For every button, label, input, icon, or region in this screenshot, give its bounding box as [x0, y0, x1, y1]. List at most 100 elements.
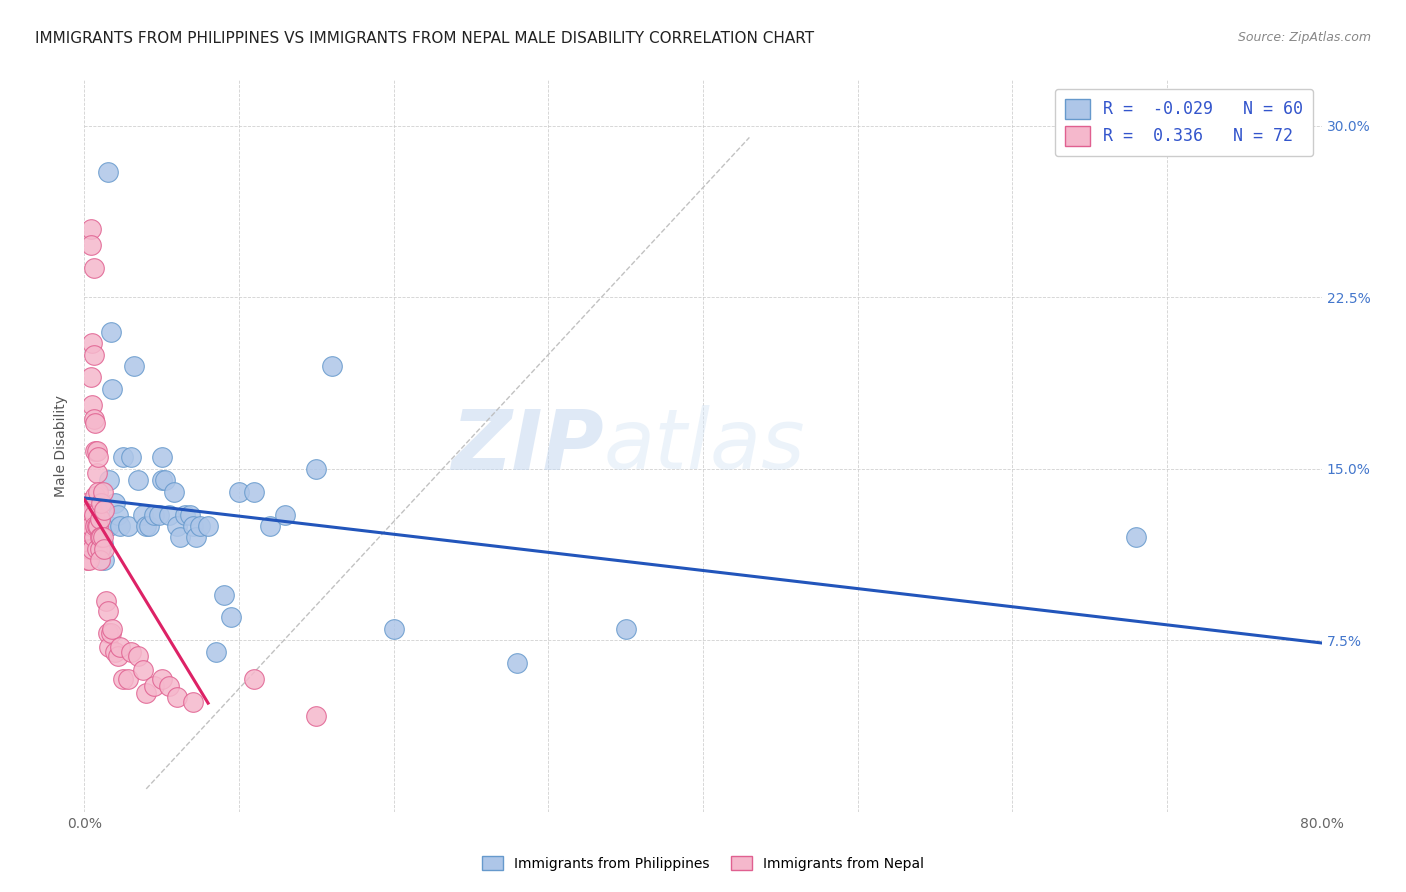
- Point: [83, 508, 105, 522]
- Point: [77, 519, 100, 533]
- Point: [243, 484, 266, 499]
- Point: [77, 512, 100, 526]
- Point: [91, 530, 114, 544]
- Point: [108, 519, 131, 533]
- Point: [153, 473, 176, 487]
- Point: [100, 626, 122, 640]
- Point: [228, 484, 250, 499]
- Point: [181, 519, 204, 533]
- Point: [506, 656, 529, 670]
- Point: [188, 519, 212, 533]
- Point: [75, 530, 97, 544]
- Point: [82, 398, 104, 412]
- Point: [76, 508, 98, 522]
- Point: [87, 450, 110, 465]
- Point: [143, 679, 166, 693]
- Point: [89, 530, 111, 544]
- Point: [181, 695, 204, 709]
- Point: [75, 512, 97, 526]
- Point: [120, 645, 142, 659]
- Point: [76, 508, 98, 522]
- Point: [90, 530, 112, 544]
- Text: IMMIGRANTS FROM PHILIPPINES VS IMMIGRANTS FROM NEPAL MALE DISABILITY CORRELATION: IMMIGRANTS FROM PHILIPPINES VS IMMIGRANT…: [35, 31, 814, 46]
- Point: [97, 626, 120, 640]
- Point: [84, 519, 107, 533]
- Point: [274, 508, 297, 522]
- Point: [84, 416, 107, 430]
- Point: [83, 530, 105, 544]
- Point: [76, 541, 98, 556]
- Point: [120, 450, 142, 465]
- Point: [91, 537, 114, 551]
- Point: [86, 519, 108, 533]
- Point: [179, 508, 201, 522]
- Point: [79, 519, 101, 533]
- Point: [75, 519, 97, 533]
- Point: [101, 622, 124, 636]
- Point: [305, 462, 328, 476]
- Point: [150, 672, 173, 686]
- Point: [138, 519, 160, 533]
- Y-axis label: Male Disability: Male Disability: [55, 395, 69, 497]
- Point: [75, 496, 97, 510]
- Point: [86, 443, 108, 458]
- Point: [77, 530, 100, 544]
- Point: [107, 508, 129, 522]
- Point: [174, 508, 197, 522]
- Point: [89, 496, 111, 510]
- Point: [77, 512, 100, 526]
- Point: [122, 359, 145, 373]
- Point: [197, 519, 219, 533]
- Point: [169, 530, 191, 544]
- Point: [77, 541, 100, 556]
- Point: [159, 679, 181, 693]
- Point: [166, 519, 188, 533]
- Point: [184, 530, 207, 544]
- Point: [117, 672, 139, 686]
- Point: [93, 503, 115, 517]
- Point: [83, 541, 105, 556]
- Point: [79, 508, 101, 522]
- Point: [79, 238, 101, 252]
- Point: [108, 640, 131, 655]
- Point: [89, 512, 111, 526]
- Point: [79, 222, 101, 236]
- Point: [305, 708, 328, 723]
- Legend: Immigrants from Philippines, Immigrants from Nepal: Immigrants from Philippines, Immigrants …: [477, 850, 929, 876]
- Point: [86, 519, 108, 533]
- Point: [1125, 530, 1147, 544]
- Point: [132, 508, 155, 522]
- Point: [107, 649, 129, 664]
- Point: [98, 640, 121, 655]
- Point: [82, 503, 104, 517]
- Text: atlas: atlas: [605, 406, 806, 486]
- Point: [150, 473, 173, 487]
- Point: [83, 260, 105, 275]
- Point: [104, 645, 127, 659]
- Point: [94, 519, 117, 533]
- Point: [89, 553, 111, 567]
- Legend: R =  -0.029   N = 60, R =  0.336   N = 72: R = -0.029 N = 60, R = 0.336 N = 72: [1054, 88, 1313, 156]
- Point: [382, 622, 405, 636]
- Point: [143, 508, 166, 522]
- Point: [86, 467, 108, 481]
- Point: [93, 541, 115, 556]
- Point: [76, 519, 98, 533]
- Point: [148, 508, 170, 522]
- Point: [82, 541, 104, 556]
- Point: [243, 672, 266, 686]
- Point: [128, 649, 150, 664]
- Point: [614, 622, 637, 636]
- Point: [163, 484, 186, 499]
- Point: [112, 450, 135, 465]
- Point: [132, 663, 155, 677]
- Point: [205, 645, 228, 659]
- Point: [90, 496, 112, 510]
- Point: [101, 382, 124, 396]
- Point: [82, 336, 104, 351]
- Point: [87, 525, 110, 540]
- Point: [87, 484, 110, 499]
- Point: [86, 541, 108, 556]
- Point: [79, 508, 101, 522]
- Point: [97, 164, 120, 178]
